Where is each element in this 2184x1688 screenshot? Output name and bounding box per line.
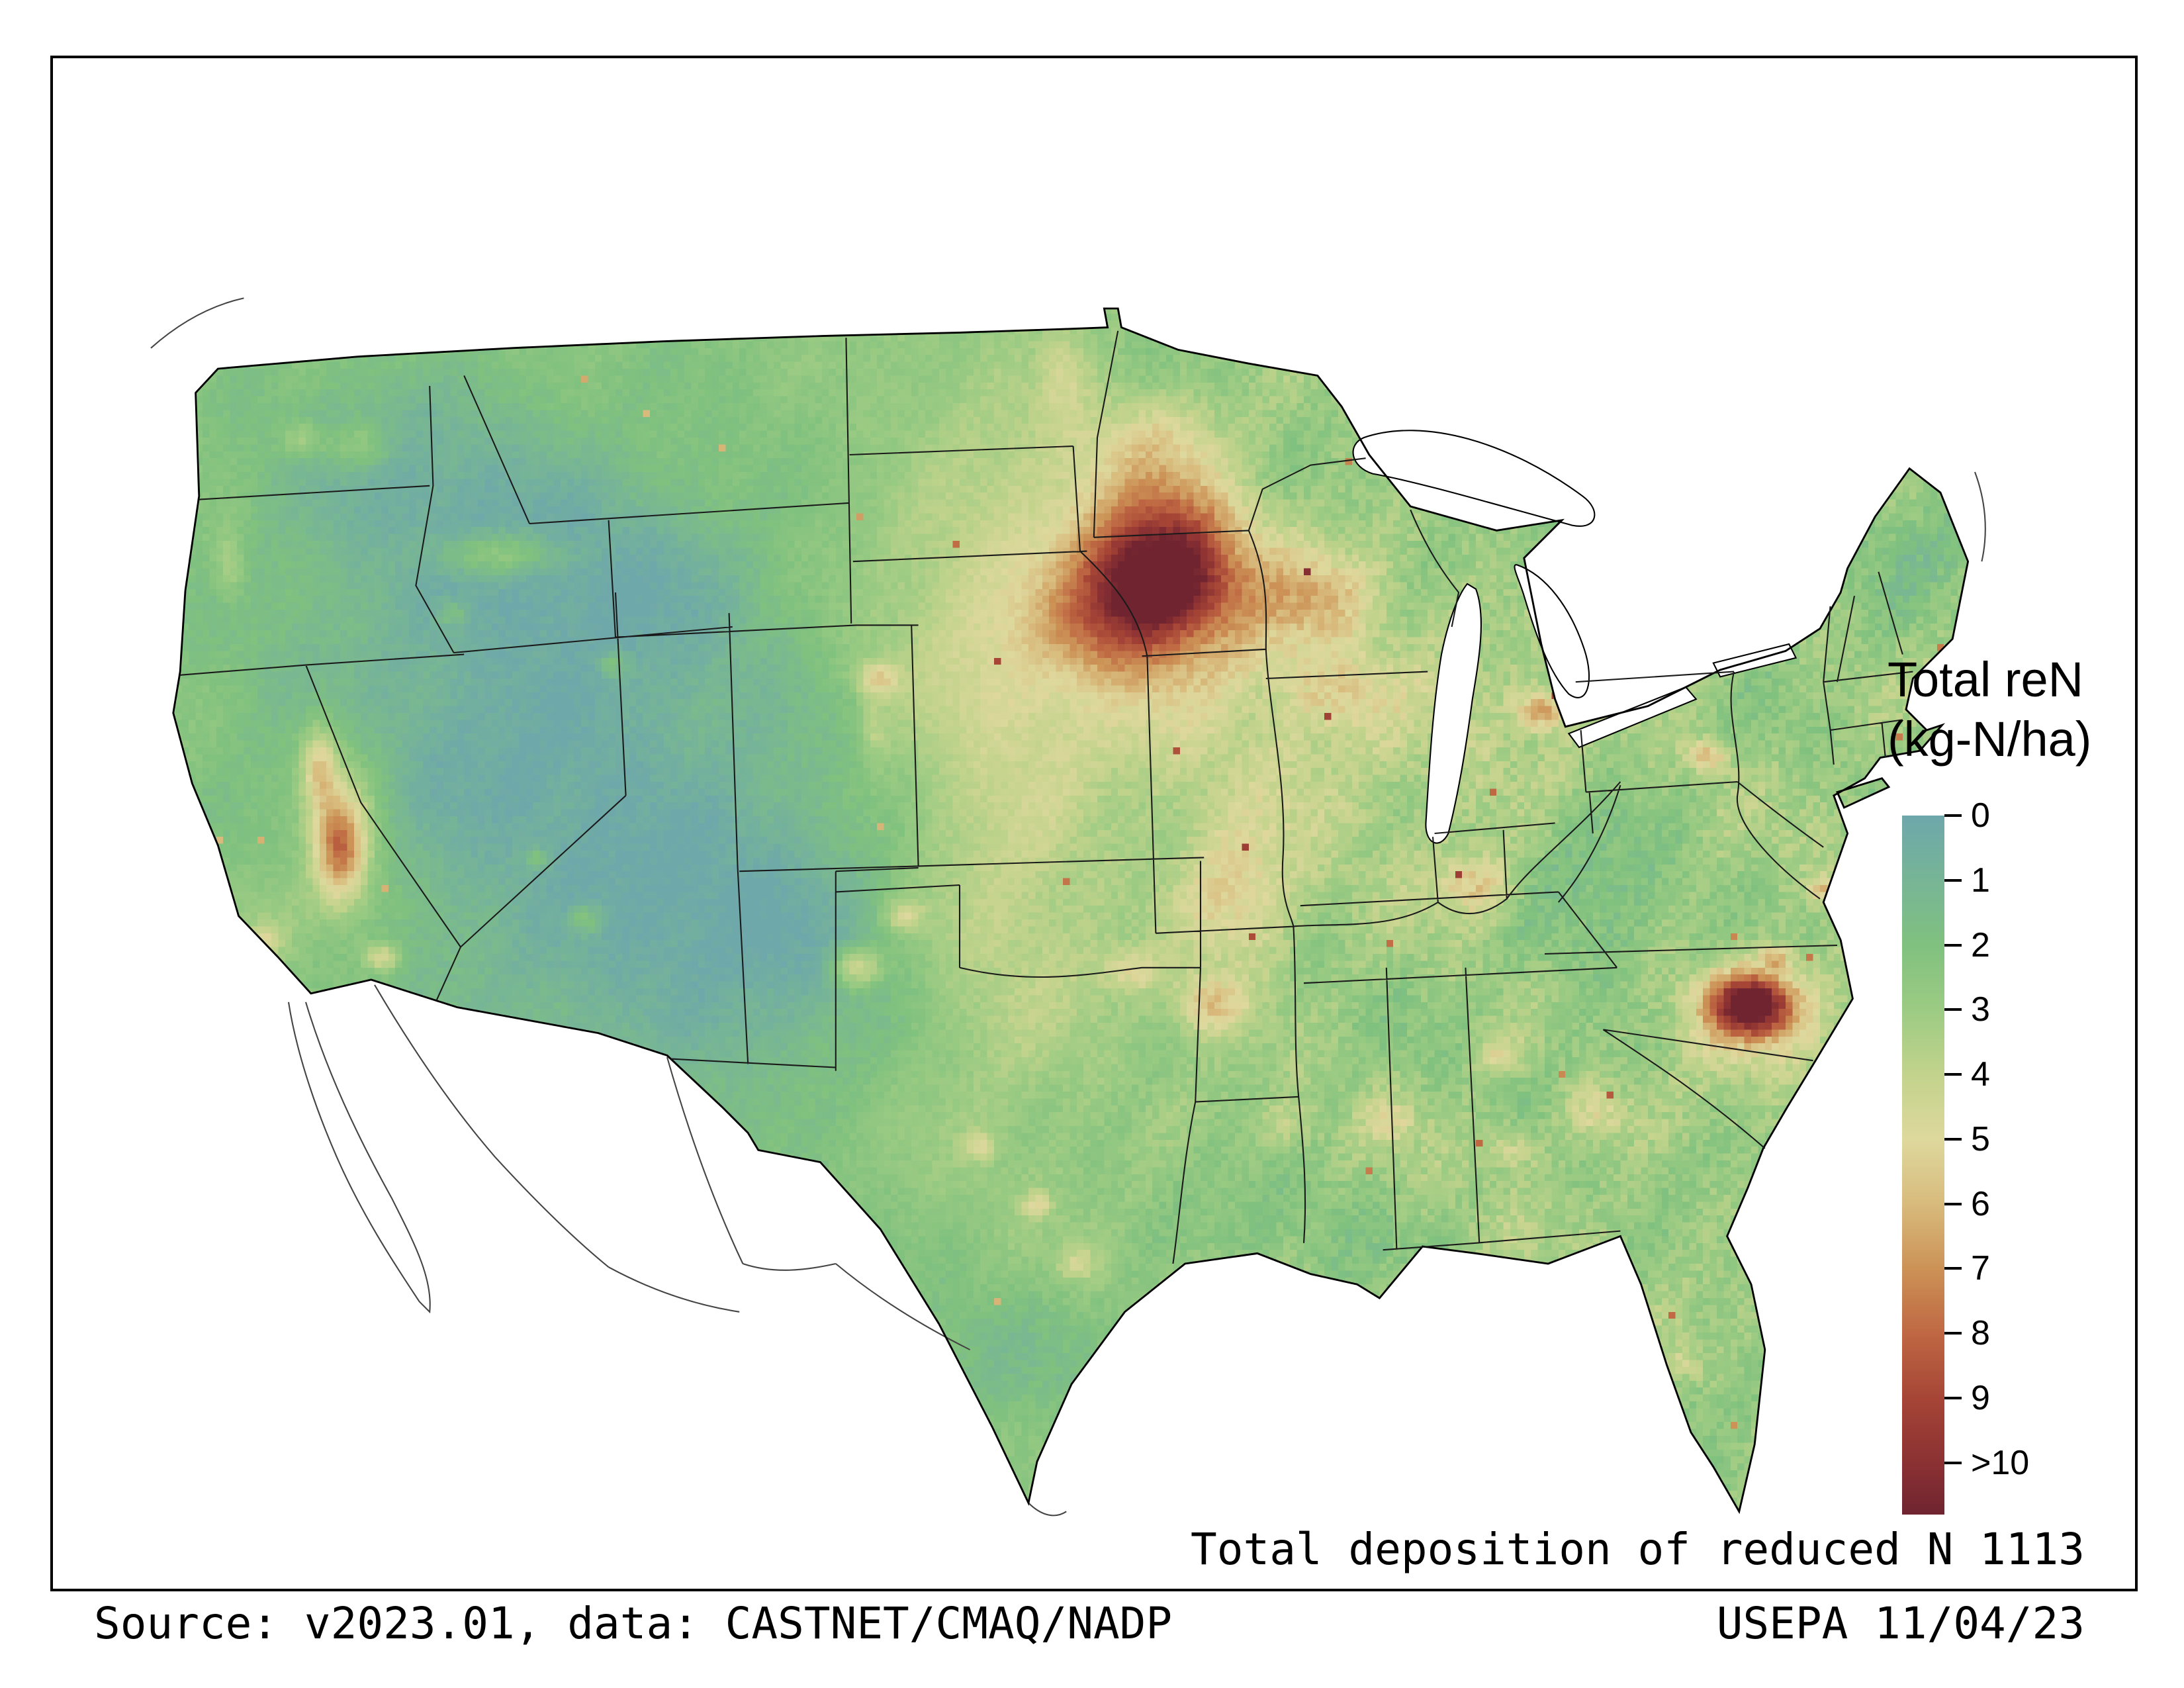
legend: Total reN (kg-N/ha) 0 1 2 3 4 5 6 7 8 9 >10 <box>1888 650 2165 1515</box>
colorbar-tick <box>1944 1396 1962 1399</box>
lake-huron <box>1514 564 1590 698</box>
colorbar-tick <box>1944 1008 1962 1011</box>
colorbar-tick-label: 7 <box>1971 1249 1990 1288</box>
us-basemap <box>150 297 1986 1517</box>
colorbar-tick <box>1944 814 1962 817</box>
colorbar-tick <box>1944 1202 1962 1205</box>
lake-superior <box>1352 430 1596 527</box>
colorbar-tick-label: 2 <box>1971 925 1990 964</box>
colorbar-tick-label: >10 <box>1971 1443 2030 1482</box>
colorbar-tick-label: 1 <box>1971 861 1990 900</box>
map-title-caption: Total deposition of reduced N 1113 <box>1190 1524 2085 1575</box>
colorbar-tick-label: 6 <box>1971 1184 1990 1223</box>
legend-title-line2: (kg-N/ha) <box>1888 712 2092 767</box>
colorbar-gradient <box>1902 816 1944 1515</box>
colorbar-tick-label: 5 <box>1971 1119 1990 1158</box>
great-lakes <box>1352 430 1797 844</box>
legend-title-line1: Total reN <box>1888 652 2084 707</box>
colorbar-tick <box>1944 943 1962 947</box>
lake-erie <box>1567 686 1698 749</box>
colorbar-tick <box>1944 1073 1962 1076</box>
plot-frame-border <box>50 56 2138 1591</box>
colorbar-tick <box>1944 1332 1962 1335</box>
agency-date-caption: USEPA 11/04/23 <box>1716 1598 2085 1649</box>
colorbar-tick-label: 4 <box>1971 1055 1990 1094</box>
state-boundaries <box>180 330 1913 1264</box>
legend-title: Total reN (kg-N/ha) <box>1888 650 2165 770</box>
us-deposition-map <box>99 162 1992 1522</box>
colorbar-tick-label: 3 <box>1971 990 1990 1029</box>
colorbar-tick <box>1944 1137 1962 1141</box>
colorbar-tick <box>1944 878 1962 882</box>
colorbar: 0 1 2 3 4 5 6 7 8 9 >10 <box>1902 796 2029 1515</box>
colorbar-tick-label: 9 <box>1971 1378 1990 1417</box>
neighbor-country-outlines <box>150 297 1986 1517</box>
colorbar-tick-label: 0 <box>1971 796 1990 835</box>
source-caption: Source: v2023.01, data: CASTNET/CMAQ/NAD… <box>94 1598 1173 1649</box>
us-outline <box>172 307 1970 1515</box>
colorbar-tick <box>1944 1267 1962 1270</box>
colorbar-tick <box>1944 1461 1962 1464</box>
lake-michigan <box>1425 583 1482 844</box>
colorbar-tick-label: 8 <box>1971 1314 1990 1353</box>
